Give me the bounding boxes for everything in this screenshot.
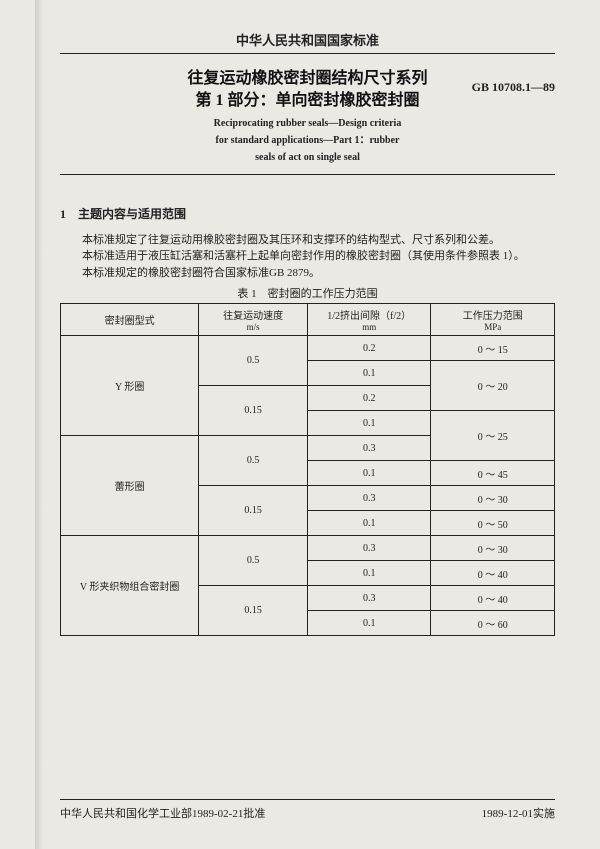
col-pressure-unit: MPa [433, 322, 552, 332]
title-english-line1: Reciprocating rubber seals—Design criter… [60, 117, 555, 130]
title-block: 往复运动橡胶密封圈结构尺寸系列 第 1 部分：单向密封橡胶密封圈 Recipro… [60, 68, 555, 164]
footer-effective: 1989-12-01实施 [482, 805, 555, 821]
cell-gap: 0.3 [307, 486, 431, 511]
standard-code: GB 10708.1—89 [472, 80, 555, 95]
paragraph-2: 本标准适用于液压缸活塞和活塞杆上起单向密封作用的橡胶密封圈（其使用条件参照表 1… [60, 248, 555, 265]
page-container: 中华人民共和国国家标准 往复运动橡胶密封圈结构尺寸系列 第 1 部分：单向密封橡… [0, 0, 600, 849]
col-speed: 往复运动速度 m/s [199, 304, 308, 336]
col-seal-type: 密封圈型式 [61, 304, 199, 336]
cell-gap: 0.1 [307, 511, 431, 536]
cell-speed: 0.5 [199, 436, 308, 486]
table-row: V 形夹织物组合密封圈 0.5 0.3 0 ～ 30 [61, 536, 555, 561]
cell-gap: 0.3 [307, 436, 431, 461]
cell-speed: 0.15 [199, 486, 308, 536]
title-english-line2: for standard applications—Part 1：rubber [60, 134, 555, 147]
cell-gap: 0.2 [307, 386, 431, 411]
col-speed-unit: m/s [201, 322, 305, 332]
cell-press: 0 ～ 30 [431, 536, 555, 561]
cell-gap: 0.3 [307, 586, 431, 611]
cell-speed: 0.5 [199, 336, 308, 386]
cell-press: 0 ～ 25 [431, 411, 555, 461]
cell-gap: 0.1 [307, 611, 431, 636]
paragraph-1: 本标准规定了往复运动用橡胶密封圈及其压环和支撑环的结构型式、尺寸系列和公差。 [60, 232, 555, 249]
cell-press: 0 ～ 40 [431, 586, 555, 611]
divider-title [60, 174, 555, 175]
table-1-caption: 表 1 密封圈的工作压力范围 [60, 285, 555, 301]
cell-press: 0 ～ 15 [431, 336, 555, 361]
national-standard-label: 中华人民共和国国家标准 [60, 30, 555, 49]
section-1-heading: 1 主题内容与适用范围 [60, 205, 555, 222]
cell-speed: 0.15 [199, 586, 308, 636]
paragraph-3: 本标准规定的橡胶密封圈符合国家标准GB 2879。 [60, 265, 555, 282]
col-speed-label: 往复运动速度 [223, 311, 283, 322]
cell-press: 0 ～ 20 [431, 361, 555, 411]
cell-gap: 0.2 [307, 336, 431, 361]
cell-gap: 0.1 [307, 461, 431, 486]
cell-type: Y 形圈 [61, 336, 199, 436]
cell-gap: 0.1 [307, 411, 431, 436]
cell-gap: 0.1 [307, 361, 431, 386]
footer-approval: 中华人民共和国化学工业部1989-02-21批准 [60, 805, 265, 821]
cell-type: 蕾形圈 [61, 436, 199, 536]
title-english-line3: seals of act on single seal [60, 151, 555, 164]
cell-gap: 0.3 [307, 536, 431, 561]
cell-speed: 0.5 [199, 536, 308, 586]
col-pressure: 工作压力范围 MPa [431, 304, 555, 336]
cell-press: 0 ～ 40 [431, 561, 555, 586]
col-gap: 1/2挤出间隙（f/2） mm [307, 304, 431, 336]
divider-footer [60, 799, 555, 800]
cell-type: V 形夹织物组合密封圈 [61, 536, 199, 636]
cell-press: 0 ～ 45 [431, 461, 555, 486]
col-pressure-label: 工作压力范围 [463, 311, 523, 322]
footer-row: 中华人民共和国化学工业部1989-02-21批准 1989-12-01实施 [60, 805, 555, 821]
cell-press: 0 ～ 50 [431, 511, 555, 536]
table-row: Y 形圈 0.5 0.2 0 ～ 15 [61, 336, 555, 361]
footer: 中华人民共和国化学工业部1989-02-21批准 1989-12-01实施 [60, 799, 555, 821]
cell-press: 0 ～ 30 [431, 486, 555, 511]
cell-gap: 0.1 [307, 561, 431, 586]
table-header-row: 密封圈型式 往复运动速度 m/s 1/2挤出间隙（f/2） mm 工作压力范围 … [61, 304, 555, 336]
divider-top [60, 53, 555, 54]
cell-press: 0 ～ 60 [431, 611, 555, 636]
cell-speed: 0.15 [199, 386, 308, 436]
col-gap-unit: mm [310, 322, 429, 332]
table-1: 密封圈型式 往复运动速度 m/s 1/2挤出间隙（f/2） mm 工作压力范围 … [60, 303, 555, 636]
col-gap-label: 1/2挤出间隙（f/2） [327, 311, 411, 322]
